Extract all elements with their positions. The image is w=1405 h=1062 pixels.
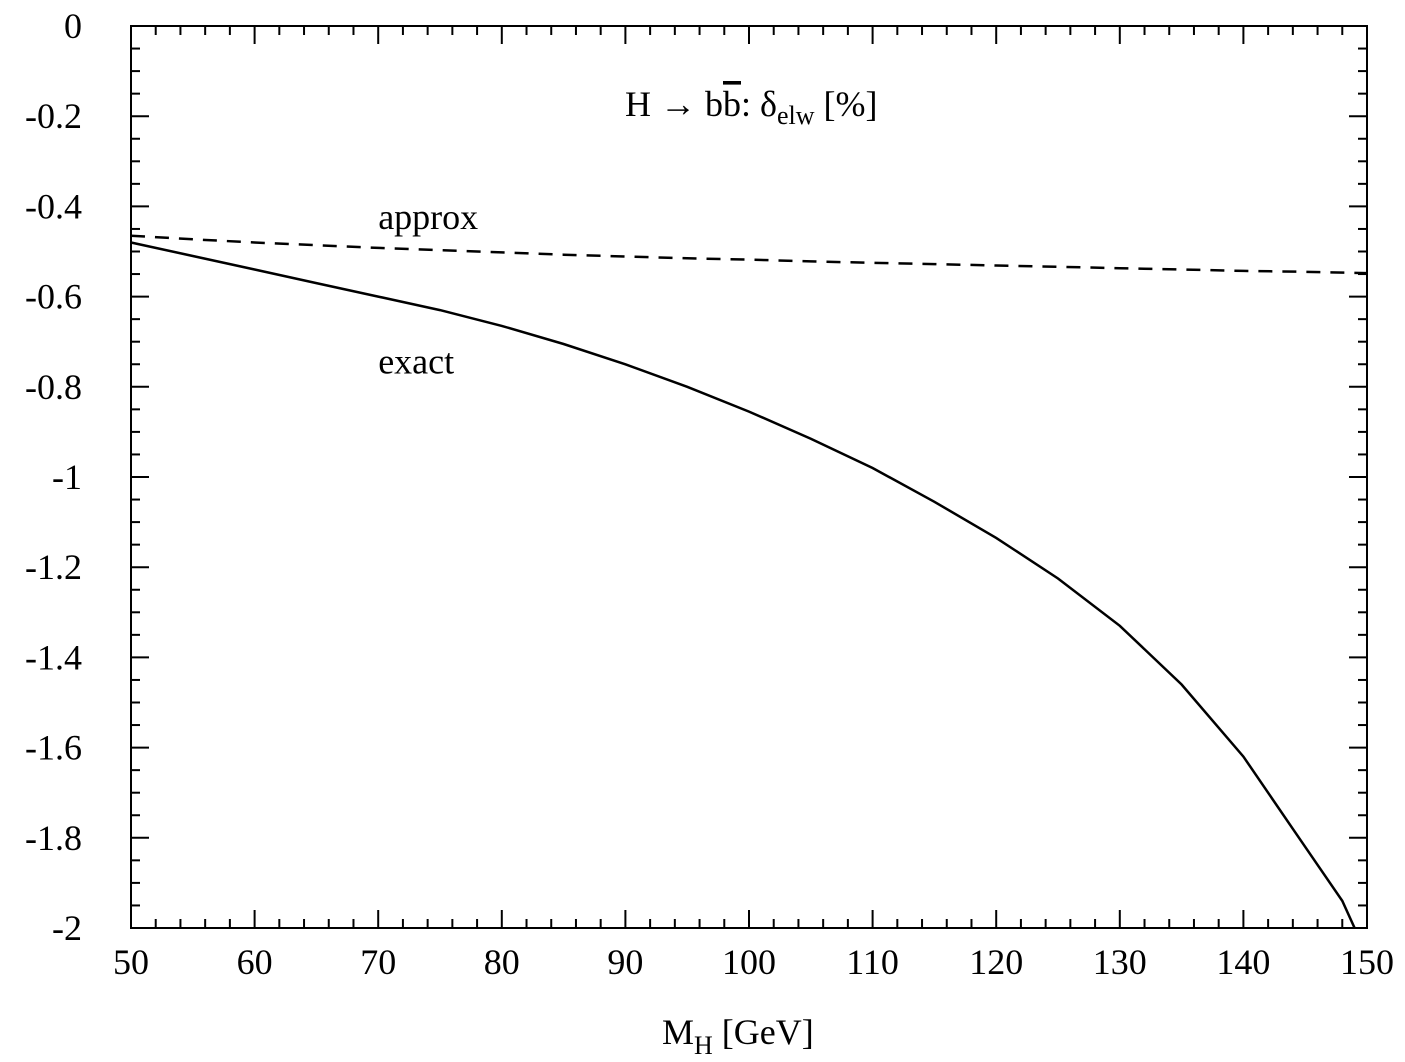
y-tick-labels: 0 -0.2 -0.4 -0.6 -0.8 -1 -1.2 -1.4 -1.6 -1.8 -2: [25, 6, 82, 948]
y-tick-label: -2: [52, 908, 82, 948]
annotation-layer: approx exact: [378, 197, 478, 381]
plot-frame: [130, 25, 1368, 929]
annotation-approx: approx: [378, 197, 478, 237]
y-tick-label: -1.4: [25, 637, 82, 677]
x-axis-label: MH [GeV]: [662, 1012, 814, 1060]
x-tick-label: 150: [1340, 942, 1394, 982]
y-tick-label: -0.2: [25, 96, 82, 136]
chart-title: H → bb: δelw [%]: [625, 84, 877, 130]
x-tick-label: 90: [607, 942, 643, 982]
y-tick-label: -0.6: [25, 277, 82, 317]
x-tick-label: 50: [113, 942, 149, 982]
x-tick-label: 120: [969, 942, 1023, 982]
x-tick-label: 100: [722, 942, 776, 982]
y-tick-label: -1.2: [25, 547, 82, 587]
x-tick-label: 80: [484, 942, 520, 982]
series-exact: [130, 241, 1356, 929]
x-tick-labels: 50 60 70 80 90 100 110 120 130 140 150: [113, 942, 1394, 982]
y-tick-label: -0.4: [25, 186, 82, 226]
series-layer: [130, 234, 1368, 929]
series-approx: [130, 234, 1368, 275]
x-tick-label: 140: [1216, 942, 1270, 982]
title-bbar: b: [723, 84, 741, 124]
x-tick-label: 70: [360, 942, 396, 982]
x-tick-label: 130: [1093, 942, 1147, 982]
x-tick-label: 110: [846, 942, 899, 982]
x-tick-label: 60: [237, 942, 273, 982]
y-tick-label: 0: [64, 6, 82, 46]
tick-marks: [130, 25, 1368, 929]
annotation-exact: exact: [378, 341, 454, 381]
y-tick-label: -1.8: [25, 818, 82, 858]
y-tick-label: -1: [52, 457, 82, 497]
y-tick-label: -1.6: [25, 728, 82, 768]
y-tick-label: -0.8: [25, 367, 82, 407]
